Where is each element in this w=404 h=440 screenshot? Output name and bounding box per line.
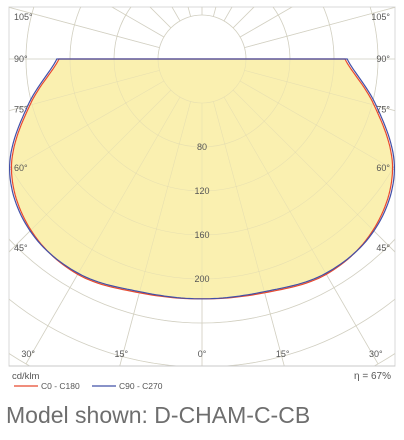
bottom-angle-label: 30° — [369, 349, 383, 359]
radial-tick-label: 200 — [194, 274, 209, 284]
grid-spoke-overlay — [25, 96, 181, 364]
angle-label-right: 75° — [376, 105, 390, 115]
grid-circle-overlay — [9, 163, 395, 280]
grid-spoke-overlay — [213, 101, 285, 366]
radial-tick-label: 160 — [194, 230, 209, 240]
unit-label: cd/klm — [12, 371, 40, 382]
legend-label-c90: C90 - C270 — [119, 381, 163, 391]
bottom-angle-label: 30° — [21, 349, 35, 359]
grid-spoke-overlay — [232, 89, 395, 253]
bottom-angle-label: 15° — [114, 349, 128, 359]
polar-chart: 80 120 160 200 105° 105° 90° 90° 75° 75° 60° 60° 45… — [8, 6, 396, 391]
model-caption: Model shown: D-CHAM-C-CB — [6, 402, 311, 428]
grid-spoke-overlay — [244, 70, 395, 112]
angle-label-left: 90° — [14, 54, 28, 64]
bottom-angle-label: 0° — [198, 349, 207, 359]
grid-spoke-overlay — [239, 7, 293, 38]
grid-spoke-overlay — [239, 80, 395, 171]
radial-tick-label: 120 — [194, 186, 209, 196]
bottom-angle-label: 15° — [276, 349, 290, 359]
grid-spoke-overlay — [9, 7, 160, 48]
intensity-curves — [9, 7, 395, 366]
legend-label-c0: C0 - C180 — [41, 381, 80, 391]
angle-label-right: 90° — [376, 54, 390, 64]
grid-spoke-overlay — [223, 96, 379, 364]
angle-label-left: 60° — [14, 163, 28, 173]
angle-label-left: 75° — [14, 105, 28, 115]
angle-label-left: 105° — [14, 12, 33, 22]
radial-tick-label: 80 — [197, 142, 207, 152]
grid-spoke-overlay — [111, 7, 165, 38]
grid-spoke-overlay — [119, 101, 191, 366]
grid-spoke-overlay — [9, 80, 165, 171]
efficiency-label: η = 67% — [354, 371, 391, 382]
angle-label-right: 105° — [371, 12, 390, 22]
grid-circle-overlay — [9, 238, 395, 324]
grid-spoke-overlay — [9, 70, 160, 112]
angle-label-right: 60° — [376, 163, 390, 173]
legend: C0 - C180 C90 - C270 — [14, 381, 163, 391]
grid-spoke-overlay — [9, 89, 172, 253]
angle-labels: 105° 105° 90° 90° 75° 75° 60° 60° 45° 45° 30° 15° 0°… — [14, 12, 390, 359]
series-line-1 — [9, 58, 395, 300]
grid-circle-overlay — [25, 7, 379, 236]
grid-spoke-overlay — [244, 7, 395, 48]
angle-label-left: 45° — [14, 243, 28, 253]
radial-tick-labels: 80 120 160 200 — [194, 142, 209, 284]
angle-label-right: 45° — [376, 243, 390, 253]
